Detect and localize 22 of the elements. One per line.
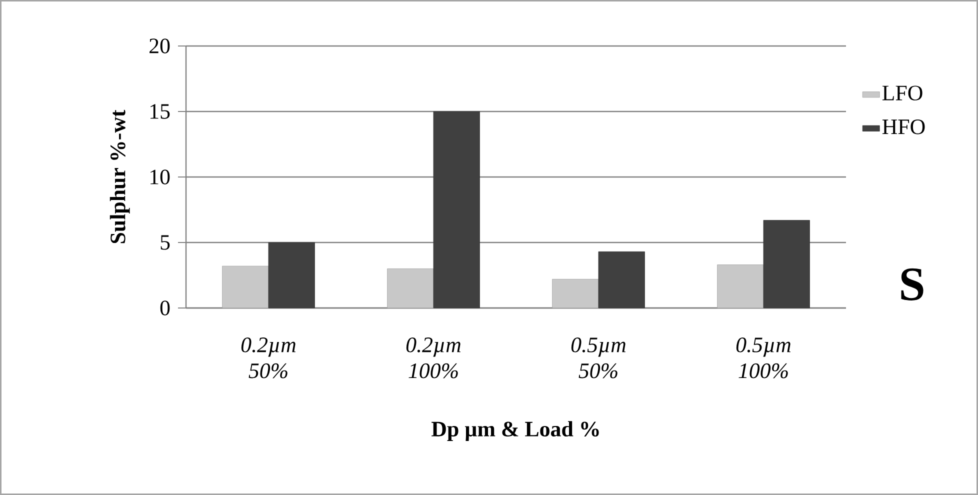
- x-axis-title: Dp µm & Load %: [432, 421, 599, 441]
- bar: [598, 251, 645, 308]
- legend-label: HFO: [882, 119, 925, 134]
- bar: [763, 220, 810, 308]
- bar: [717, 264, 764, 308]
- y-tick-label: 5: [160, 235, 170, 250]
- legend-label: LFO: [882, 86, 922, 100]
- text: S: [901, 268, 924, 300]
- bar: [222, 266, 269, 308]
- y-tick-label: 20: [150, 38, 170, 54]
- bar: [433, 111, 480, 308]
- x-tick-label: 0.2µm 100%: [406, 337, 461, 378]
- y-tick-label: 15: [150, 104, 170, 119]
- bar: [387, 268, 434, 308]
- y-axis-title: Sulphur %-wt: [110, 110, 130, 244]
- x-tick-label: 0.2µm 50%: [241, 337, 296, 378]
- bar: [268, 242, 315, 308]
- bar: [552, 278, 599, 308]
- y-tick-label: 10: [150, 170, 170, 184]
- y-tick-label: 0: [160, 300, 170, 316]
- x-tick-label: 0.5µm 50%: [571, 337, 626, 378]
- x-tick-label: 0.5µm 100%: [736, 337, 791, 378]
